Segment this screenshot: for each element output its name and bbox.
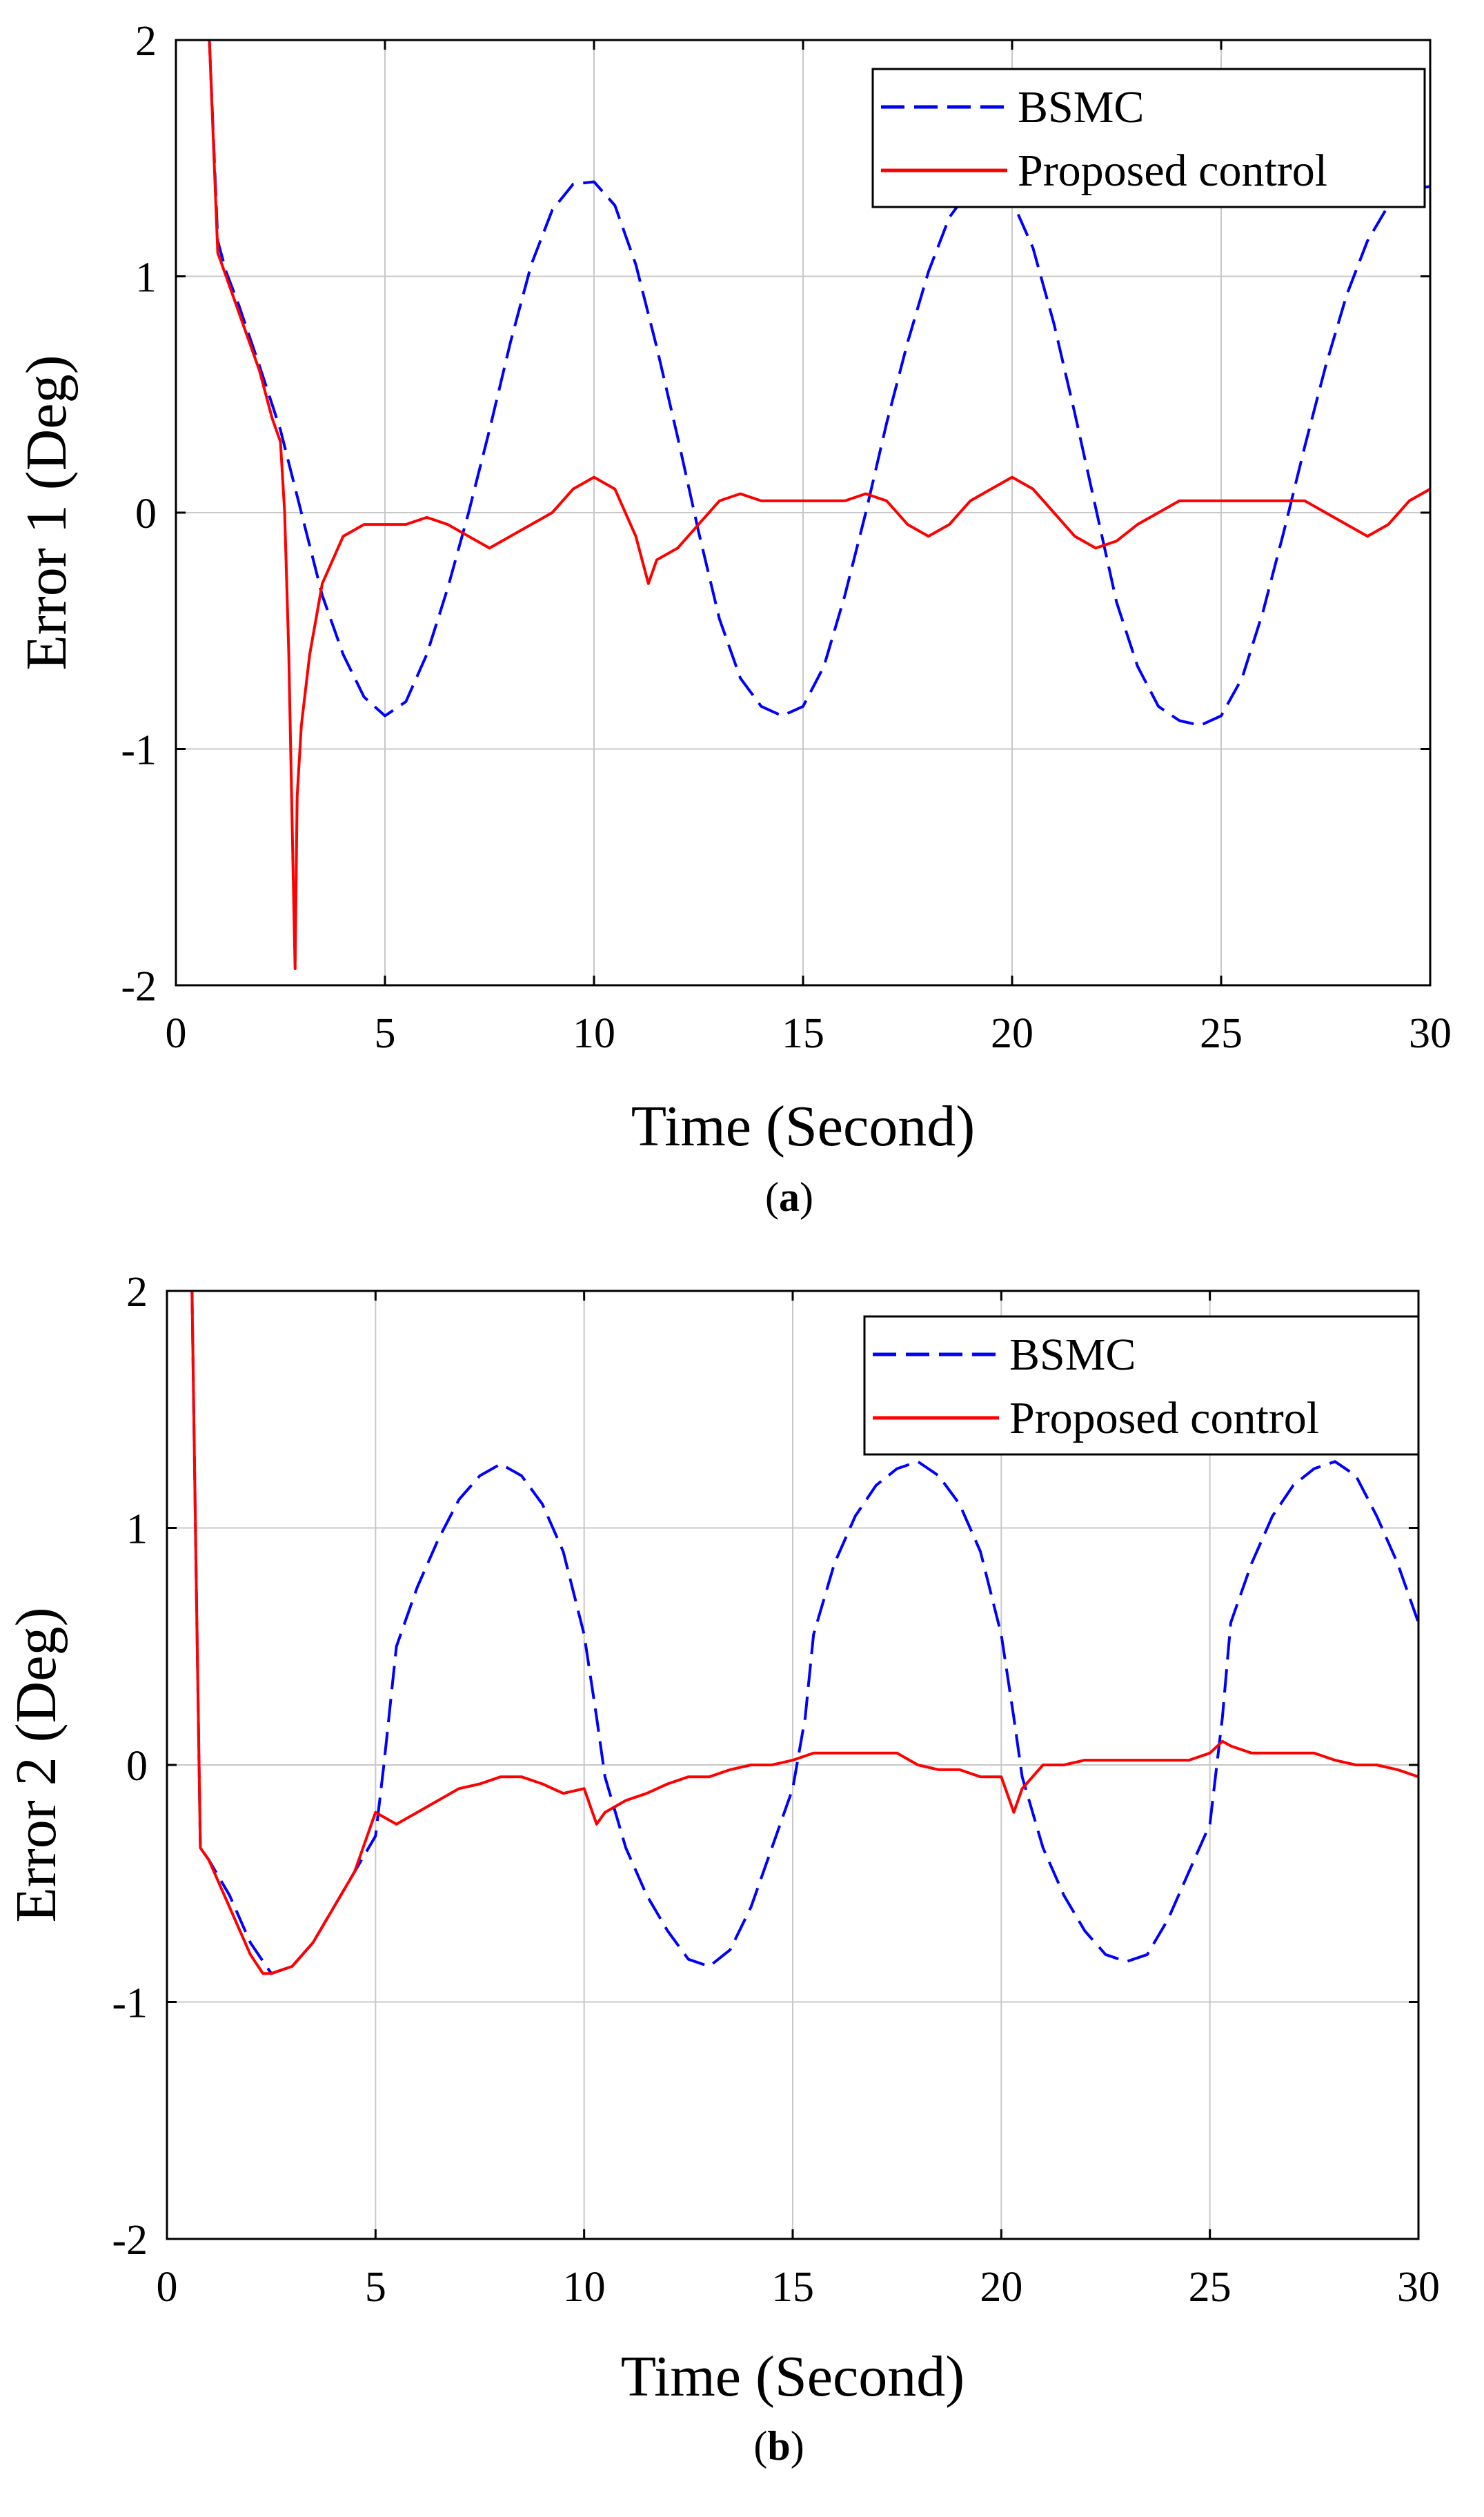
y-tick-label: -2 xyxy=(121,963,157,1010)
x-tick-label: 15 xyxy=(782,1010,824,1057)
legend-label-bsmc: BSMC xyxy=(1009,1330,1136,1380)
y-tick-label: -1 xyxy=(112,1980,148,2027)
legend-box xyxy=(863,1315,1420,1456)
legend-label-proposed-control: Proposed control xyxy=(1009,1393,1319,1443)
x-tick-label: 20 xyxy=(991,1010,1033,1057)
legend-label-proposed-control: Proposed control xyxy=(1018,146,1327,196)
y-tick-label: 2 xyxy=(126,1269,148,1316)
panel-caption: (b) xyxy=(753,2423,804,2469)
series-line-bsmc xyxy=(208,40,1430,727)
x-tick-label: 0 xyxy=(166,1010,187,1057)
series-line-proposed-control xyxy=(190,1291,1418,1975)
y-tick-label: -2 xyxy=(112,2217,148,2264)
x-axis-label: Time (Second) xyxy=(621,2345,965,2409)
chart-panel-a: 0 5 10 15 20 25 30 -2 -1 0 1 2 Time (Second) Error 1 … xyxy=(14,18,1452,1220)
x-tick-label: 15 xyxy=(771,2264,814,2311)
legend-label-bsmc: BSMC xyxy=(1018,82,1144,132)
y-tick-label: 2 xyxy=(135,18,157,65)
y-tick-label: 1 xyxy=(126,1506,148,1553)
x-tick-label: 5 xyxy=(365,2264,386,2311)
x-axis-label: Time (Second) xyxy=(631,1094,976,1158)
x-tick-label: 10 xyxy=(563,2264,606,2311)
chart-panel-b: 0 5 10 15 20 25 30 -2 -1 0 1 2 Time (Second) Error 2 … xyxy=(4,1269,1440,2469)
panel-caption: (a) xyxy=(765,1174,813,1220)
x-tick-label: 20 xyxy=(980,2264,1022,2311)
legend: BSMC Proposed control xyxy=(863,1315,1420,1456)
x-tick-label: 5 xyxy=(375,1010,396,1057)
y-tick-label: 0 xyxy=(135,491,157,537)
y-tick-label: 1 xyxy=(135,255,157,302)
x-tick-label: 30 xyxy=(1397,2264,1440,2311)
x-tick-label: 10 xyxy=(573,1010,615,1057)
y-axis-label: Error 2 (Deg) xyxy=(4,1607,68,1922)
x-tick-label: 30 xyxy=(1409,1010,1452,1057)
legend: BSMC Proposed control xyxy=(871,68,1426,208)
legend-box xyxy=(871,68,1426,208)
y-axis-label: Error 1 (Deg) xyxy=(14,355,79,670)
x-tick-label: 25 xyxy=(1200,1010,1243,1057)
y-tick-label: 0 xyxy=(126,1743,148,1790)
series-line-bsmc xyxy=(190,1291,1418,1975)
y-tick-label: -1 xyxy=(121,727,157,774)
x-tick-label: 0 xyxy=(157,2264,178,2311)
x-tick-label: 25 xyxy=(1189,2264,1231,2311)
series-line-proposed-control xyxy=(208,40,1430,970)
